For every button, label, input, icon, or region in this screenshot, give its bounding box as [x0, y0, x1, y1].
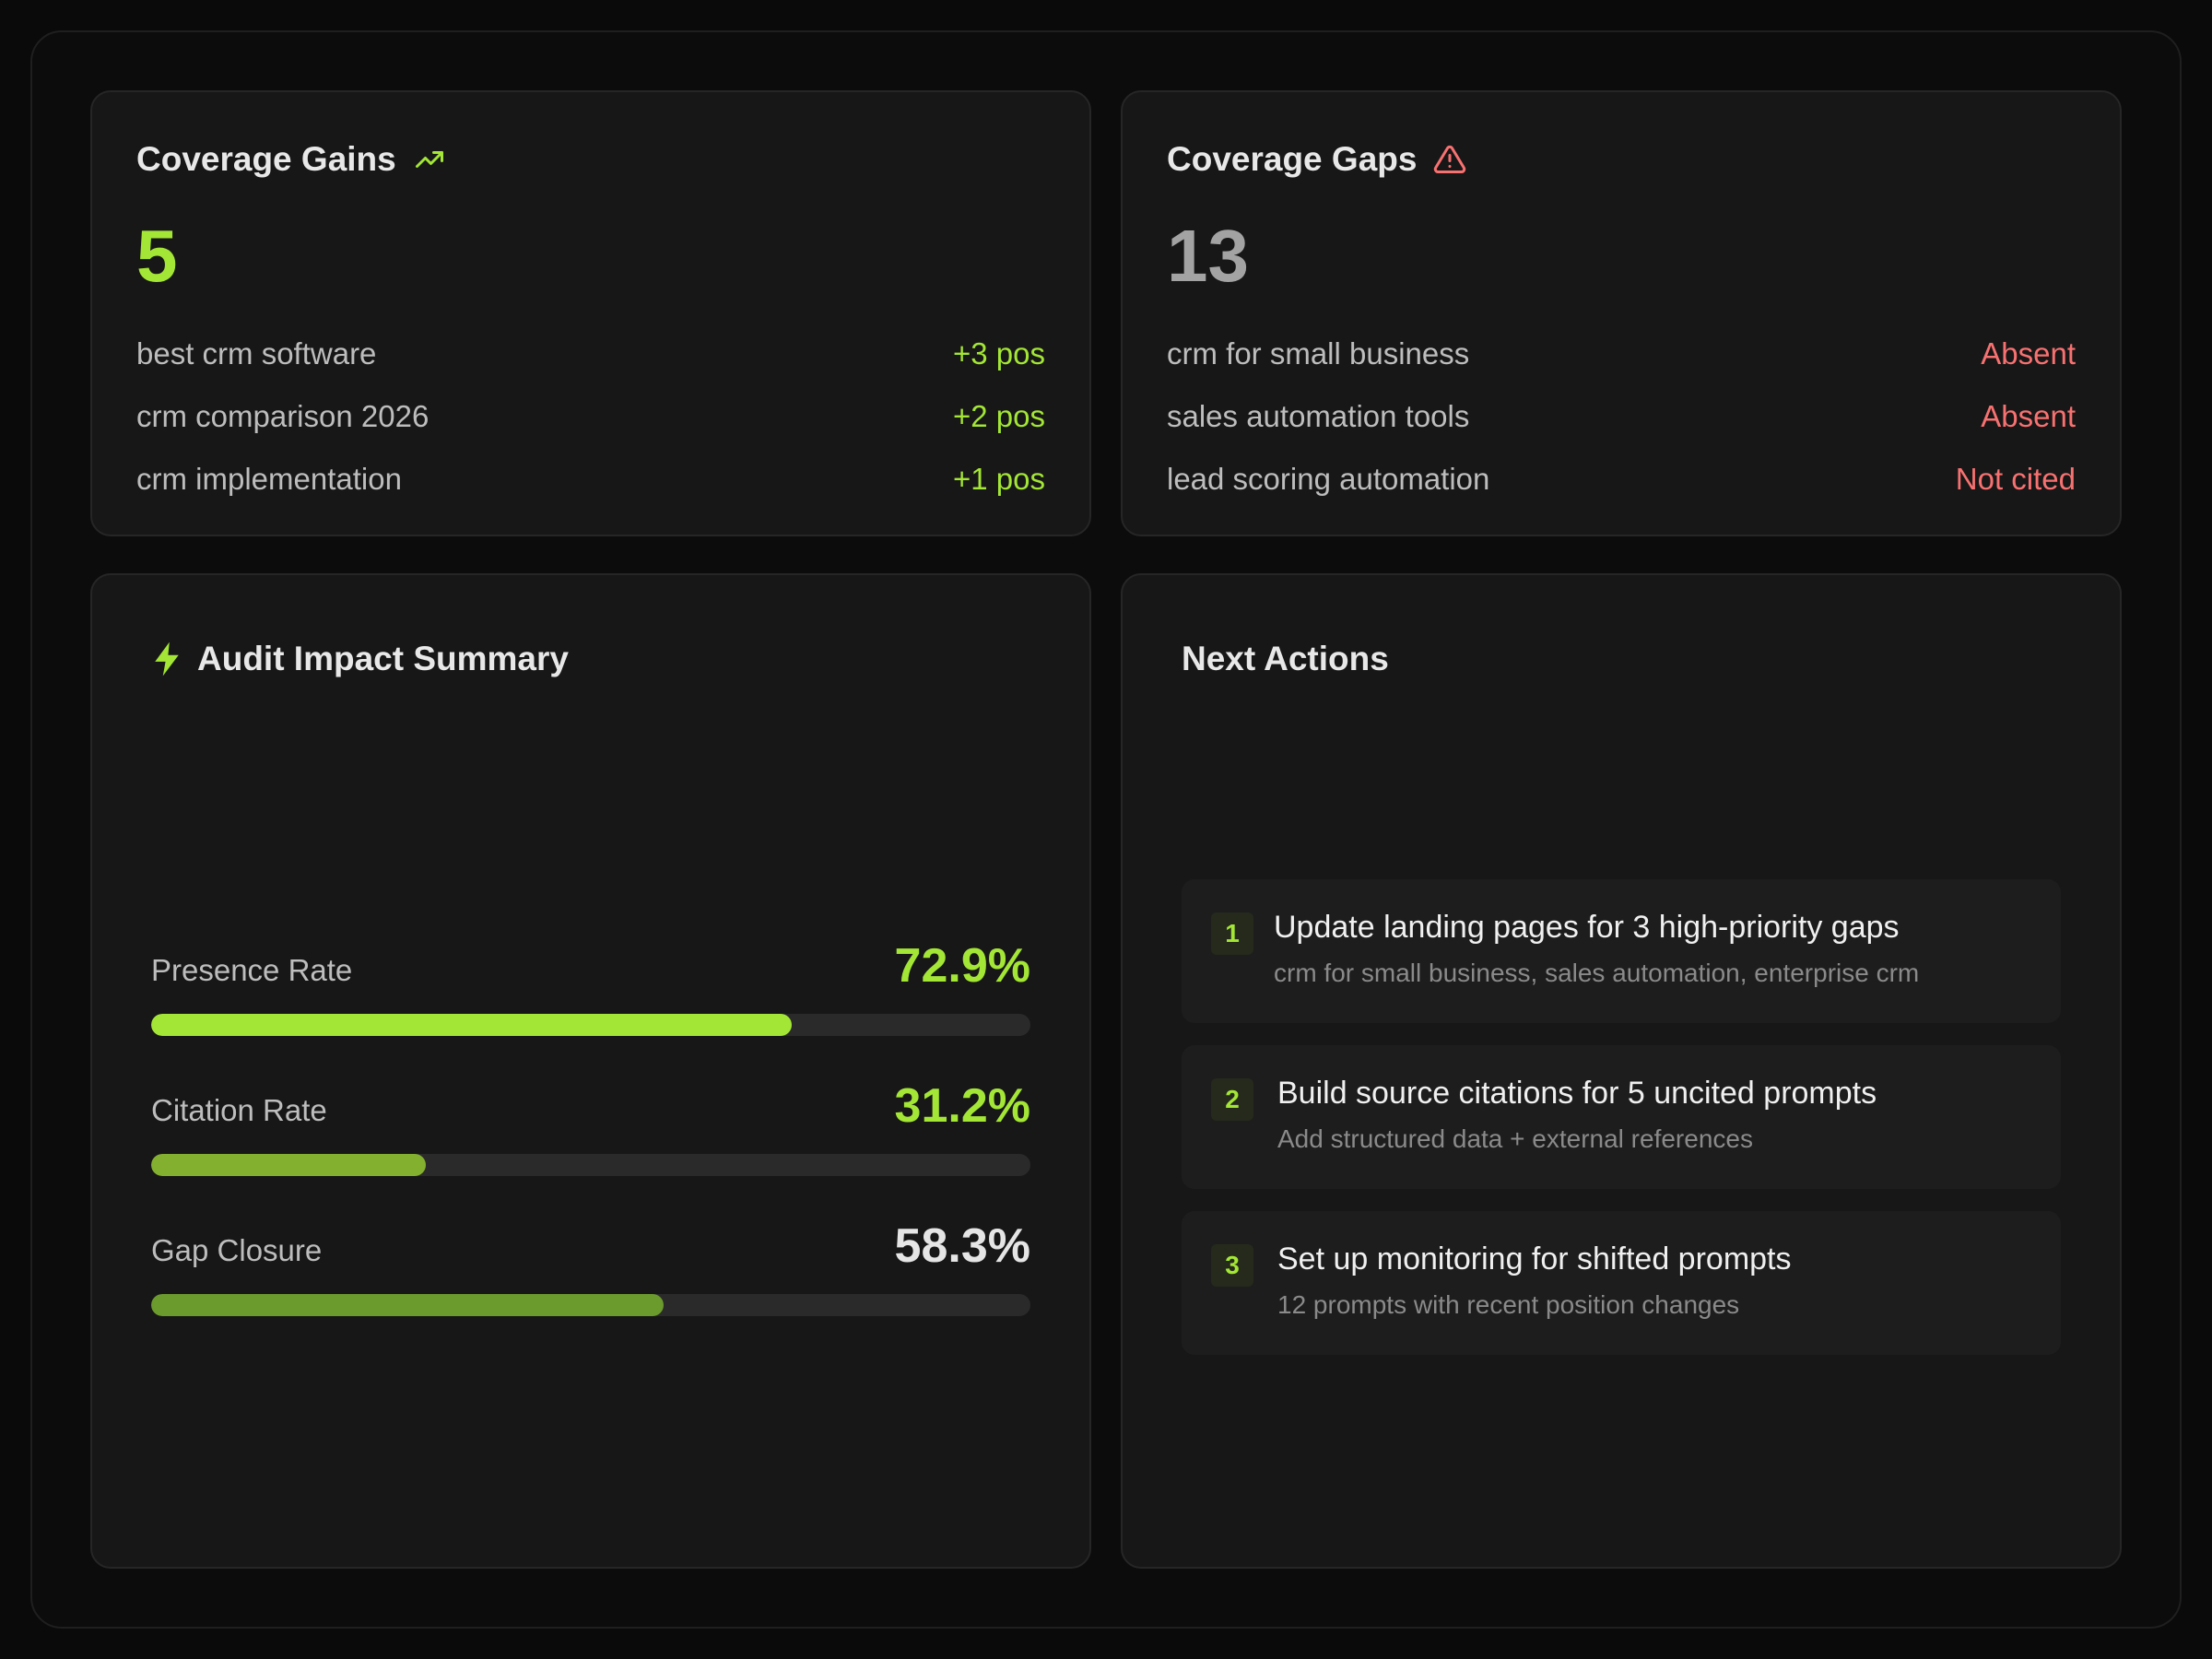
progress-track [151, 1014, 1030, 1036]
coverage-gaps-card: Coverage Gaps 13 crm for small business … [1121, 90, 2122, 536]
list-item: lead scoring automation Not cited [1167, 448, 2076, 511]
coverage-gaps-header: Coverage Gaps [1167, 136, 1466, 182]
action-title: Update landing pages for 3 high-priority… [1274, 910, 1900, 945]
coverage-gaps-title: Coverage Gaps [1167, 140, 1418, 178]
action-description: Add structured data + external reference… [1277, 1124, 1753, 1153]
coverage-gains-list: best crm software +3 pos crm comparison … [136, 323, 1045, 511]
gap-closure-metric: Gap Closure 58.3% [151, 1209, 1030, 1316]
keyword-label: crm implementation [136, 462, 402, 496]
status-label: Absent [1981, 399, 2076, 433]
metric-value: 58.3% [894, 1219, 1030, 1273]
metric-label: Presence Rate [151, 953, 353, 987]
next-actions-title: Next Actions [1182, 640, 1389, 677]
action-number-badge: 3 [1211, 1244, 1253, 1287]
progress-track [151, 1154, 1030, 1176]
metric-value: 72.9% [894, 939, 1030, 993]
action-item[interactable]: 3 Set up monitoring for shifted prompts … [1182, 1211, 2061, 1355]
position-change: +3 pos [953, 336, 1045, 371]
metric-label: Citation Rate [151, 1093, 327, 1127]
list-item: crm comparison 2026 +2 pos [136, 385, 1045, 448]
keyword-label: sales automation tools [1167, 399, 1470, 433]
audit-impact-header: Audit Impact Summary [151, 636, 569, 682]
presence-rate-metric: Presence Rate 72.9% [151, 929, 1030, 1036]
progress-track [151, 1294, 1030, 1316]
status-label: Not cited [1955, 462, 2076, 496]
coverage-gaps-list: crm for small business Absent sales auto… [1167, 323, 2076, 511]
list-item: best crm software +3 pos [136, 323, 1045, 385]
status-label: Absent [1981, 336, 2076, 371]
trending-up-icon [413, 143, 446, 176]
audit-impact-title: Audit Impact Summary [197, 640, 569, 677]
action-number-badge: 2 [1211, 1078, 1253, 1121]
coverage-gains-card: Coverage Gains 5 best crm software +3 po… [90, 90, 1091, 536]
action-title: Set up monitoring for shifted prompts [1277, 1241, 1792, 1277]
coverage-gains-header: Coverage Gains [136, 136, 446, 182]
keyword-label: crm comparison 2026 [136, 399, 429, 433]
action-number-badge: 1 [1211, 912, 1253, 955]
action-description: crm for small business, sales automation… [1274, 959, 1920, 987]
coverage-gains-title: Coverage Gains [136, 140, 396, 178]
lightning-bolt-icon [151, 641, 182, 677]
progress-fill [151, 1154, 426, 1176]
progress-fill [151, 1014, 793, 1036]
keyword-label: best crm software [136, 336, 377, 371]
citation-rate-metric: Citation Rate 31.2% [151, 1069, 1030, 1176]
list-item: sales automation tools Absent [1167, 385, 2076, 448]
action-item[interactable]: 2 Build source citations for 5 uncited p… [1182, 1045, 2061, 1189]
alert-triangle-icon [1433, 143, 1466, 176]
action-description: 12 prompts with recent position changes [1277, 1290, 1740, 1319]
keyword-label: crm for small business [1167, 336, 1470, 371]
keyword-label: lead scoring automation [1167, 462, 1490, 496]
metric-value: 31.2% [894, 1079, 1030, 1133]
metric-label: Gap Closure [151, 1233, 323, 1267]
action-title: Build source citations for 5 uncited pro… [1277, 1076, 1877, 1111]
position-change: +2 pos [953, 399, 1045, 433]
audit-impact-card: Audit Impact Summary Presence Rate 72.9%… [90, 573, 1091, 1569]
progress-fill [151, 1294, 665, 1316]
action-item[interactable]: 1 Update landing pages for 3 high-priori… [1182, 879, 2061, 1023]
coverage-gaps-count: 13 [1167, 215, 1249, 297]
list-item: crm for small business Absent [1167, 323, 2076, 385]
next-actions-card: Next Actions 1 Update landing pages for … [1121, 573, 2122, 1569]
coverage-gains-count: 5 [136, 215, 178, 297]
position-change: +1 pos [953, 462, 1045, 496]
list-item: crm implementation +1 pos [136, 448, 1045, 511]
